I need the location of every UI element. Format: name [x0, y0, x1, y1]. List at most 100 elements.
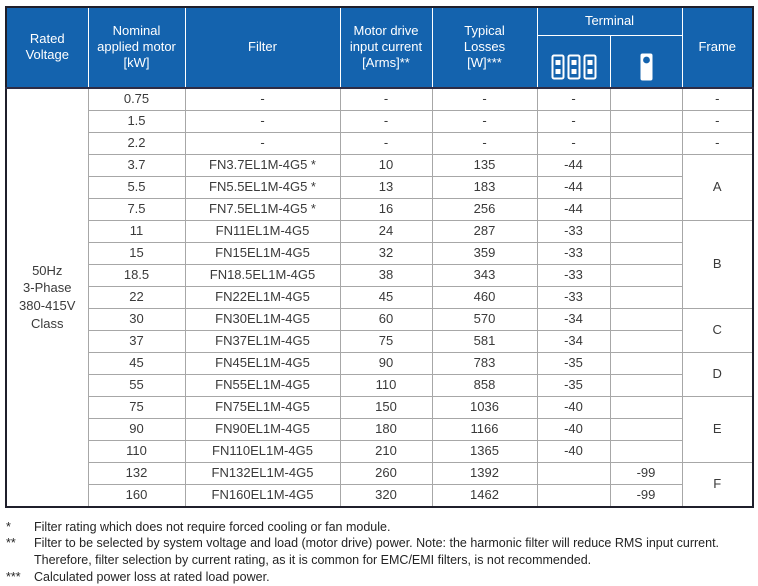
- cell-terminal-stud: [609, 351, 683, 375]
- cell-losses: 1036: [431, 395, 538, 419]
- cell-losses: 1166: [431, 417, 538, 441]
- cell-losses: 343: [431, 263, 538, 287]
- table-row: 160 FN160EL1M-4G5 320 1462 -99: [6, 483, 753, 507]
- cell-frame: B: [681, 219, 754, 309]
- cell-filter: FN7.5EL1M-4G5 *: [184, 197, 341, 221]
- cell-kw: 90: [87, 417, 186, 441]
- cell-input-current: 10: [339, 153, 433, 177]
- terminal-stud-icon: [639, 53, 654, 81]
- filter-selection-table: Rated Voltage Nominal applied motor [kW]…: [5, 6, 754, 508]
- cell-terminal-stud: [609, 373, 683, 397]
- cell-kw: 3.7: [87, 153, 186, 177]
- col-header-rated-voltage: Rated Voltage: [5, 6, 89, 88]
- table-row: 75 FN75EL1M-4G5 150 1036 -40 E: [6, 395, 754, 463]
- cell-losses: 359: [431, 241, 538, 265]
- cell-filter: FN11EL1M-4G5: [184, 219, 341, 243]
- cell-losses: 135: [431, 153, 538, 177]
- cell-terminal-stud: [609, 439, 683, 463]
- cell-terminal-block: -35: [536, 373, 611, 397]
- cell-terminal-block: -33: [536, 219, 611, 243]
- cell-terminal-block: -33: [536, 263, 611, 287]
- cell-frame: -: [681, 109, 754, 133]
- cell-frame: -: [681, 131, 754, 155]
- cell-kw: 22: [87, 285, 186, 309]
- table-row: 1.5- - - - -: [6, 109, 754, 133]
- cell-kw: 132: [87, 461, 186, 485]
- cell-terminal-block: -40: [536, 417, 611, 441]
- cell-input-current: 24: [339, 219, 433, 243]
- cell-terminal-stud: [609, 197, 683, 221]
- table-row: 55 FN55EL1M-4G5 110 858 -35: [6, 373, 753, 397]
- cell-terminal-stud: [609, 307, 683, 331]
- cell-terminal-block: -44: [536, 197, 611, 221]
- cell-terminal-stud: [609, 285, 683, 309]
- cell-input-current: 320: [339, 483, 433, 507]
- cell-terminal-stud: [609, 241, 683, 265]
- table-row: 18.5 FN18.5EL1M-4G5 38 343 -33: [6, 263, 753, 287]
- cell-terminal-block: -34: [536, 307, 611, 331]
- cell-kw: 7.5: [87, 197, 186, 221]
- cell-terminal-block: -40: [536, 395, 611, 419]
- cell-filter: -: [184, 86, 341, 111]
- cell-filter: FN30EL1M-4G5: [184, 307, 341, 331]
- cell-losses: 287: [431, 219, 538, 243]
- cell-input-current: 38: [339, 263, 433, 287]
- cell-input-current: 90: [339, 351, 433, 375]
- cell-kw: 55: [87, 373, 186, 397]
- col-header-frame: Frame: [681, 6, 754, 88]
- table-row: 7.5 FN7.5EL1M-4G5 * 16 256 -44: [6, 197, 753, 221]
- table-row: 15 FN15EL1M-4G5 32 359 -33: [6, 241, 753, 265]
- table-header: Rated Voltage Nominal applied motor [kW]…: [5, 6, 754, 88]
- cell-filter: FN110EL1M-4G5: [184, 439, 341, 463]
- footnote: * Filter rating which does not require fo…: [6, 519, 752, 536]
- cell-input-current: 32: [339, 241, 433, 265]
- cell-terminal-block: -: [536, 109, 611, 133]
- footnote-marker: **: [6, 536, 16, 551]
- cell-input-current: 13: [339, 175, 433, 199]
- table-row: 30 FN30EL1M-4G5 60 570 -34 C: [6, 307, 754, 353]
- cell-losses: 1392: [431, 461, 538, 485]
- table-row: 45 FN45EL1M-4G5 90 783 -35 D: [6, 351, 754, 397]
- footnote-text: Filter to be selected by system voltage …: [34, 536, 720, 567]
- cell-terminal-stud: [609, 417, 683, 441]
- cell-kw: 5.5: [87, 175, 186, 199]
- cell-terminal-block: -35: [536, 351, 611, 375]
- cell-filter: FN37EL1M-4G5: [184, 329, 341, 353]
- cell-terminal-stud: [609, 263, 683, 287]
- cell-kw: 30: [87, 307, 186, 331]
- cell-filter: FN5.5EL1M-4G5 *: [184, 175, 341, 199]
- col-header-filter: Filter: [184, 6, 341, 88]
- cell-filter: -: [184, 109, 341, 133]
- cell-input-current: 260: [339, 461, 433, 485]
- cell-terminal-stud: [609, 131, 683, 155]
- cell-filter: FN132EL1M-4G5: [184, 461, 341, 485]
- cell-filter: -: [184, 131, 341, 155]
- cell-terminal-block: -44: [536, 153, 611, 177]
- cell-kw: 1.5: [87, 109, 186, 133]
- cell-input-current: 60: [339, 307, 433, 331]
- footnote: ** Filter to be selected by system voltag…: [6, 535, 752, 569]
- cell-losses: -: [431, 86, 538, 111]
- cell-losses: 570: [431, 307, 538, 331]
- cell-filter: FN22EL1M-4G5: [184, 285, 341, 309]
- cell-frame: D: [681, 351, 754, 397]
- cell-losses: 581: [431, 329, 538, 353]
- terminal-block-icon: [551, 54, 597, 80]
- table-row: 110 FN110EL1M-4G5 210 1365 -40: [6, 439, 753, 463]
- footnote-text: Calculated power loss at rated load powe…: [34, 569, 270, 584]
- cell-terminal-stud: [609, 109, 683, 133]
- cell-terminal-stud: [609, 86, 683, 111]
- cell-input-current: 110: [339, 373, 433, 397]
- cell-terminal-stud: -99: [609, 461, 683, 485]
- table-row: 132 FN132EL1M-4G5 260 1392 -99 F: [6, 461, 754, 507]
- header-row-top: Rated Voltage Nominal applied motor [kW]…: [5, 6, 754, 88]
- table-row: 2.2- - - - -: [6, 131, 754, 155]
- table-row: 11 FN11EL1M-4G5 24 287 -33 B: [6, 219, 754, 309]
- cell-rated-voltage: 50Hz 3-Phase 380-415V Class: [5, 86, 89, 507]
- cell-input-current: 210: [339, 439, 433, 463]
- cell-losses: -: [431, 109, 538, 133]
- table-row: 3.7 FN3.7EL1M-4G5 * 10 135 -44 A: [6, 153, 754, 221]
- cell-losses: 460: [431, 285, 538, 309]
- table-body: 50Hz 3-Phase 380-415V Class 0.75- - - - -1.5-…: [5, 86, 754, 507]
- cell-kw: 75: [87, 395, 186, 419]
